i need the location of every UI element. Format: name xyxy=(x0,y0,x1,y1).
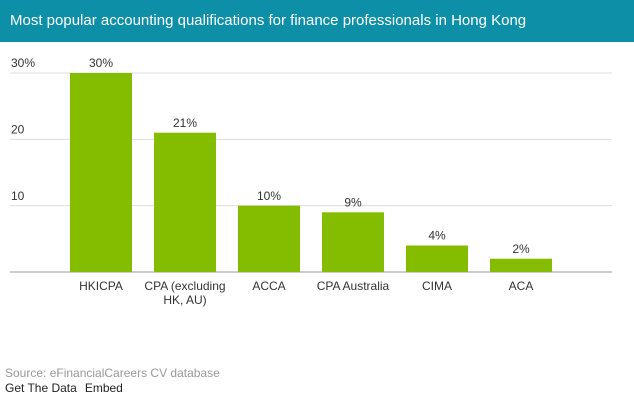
y-tick-label: 30% xyxy=(11,56,35,70)
x-tick-label: CIMA xyxy=(422,279,452,293)
value-label: 10% xyxy=(257,189,281,203)
value-label: 9% xyxy=(344,195,362,209)
x-tick-label: CPA Australia xyxy=(316,279,390,293)
x-tick-label: ACCA xyxy=(252,279,286,293)
footer-links: Get The Data Embed xyxy=(5,381,131,395)
value-label: 4% xyxy=(428,229,446,243)
source-note: Source: eFinancialCareers CV database xyxy=(5,366,220,380)
bar xyxy=(490,258,552,272)
x-tick-label: HKICPA xyxy=(79,279,123,293)
bar xyxy=(406,245,468,272)
bar xyxy=(322,212,384,272)
footer-link[interactable]: Get The Data xyxy=(5,381,77,395)
value-label: 30% xyxy=(89,56,113,70)
y-tick-label: 20 xyxy=(11,123,25,137)
chart: 10 20 30% 30% 21% 10% 9% 4% 2% xyxy=(10,56,612,273)
chart-title: Most popular accounting qualifications f… xyxy=(10,12,527,29)
title-bar: Most popular accounting qualifications f… xyxy=(0,0,634,42)
x-tick-label: CPA (excluding HK, AU) xyxy=(144,279,226,307)
bar xyxy=(70,73,132,272)
x-tick-label: ACA xyxy=(508,279,534,293)
value-label: 21% xyxy=(173,116,197,130)
value-label: 2% xyxy=(512,242,530,256)
footer-link[interactable]: Embed xyxy=(84,381,123,395)
bar xyxy=(154,132,216,272)
bar xyxy=(238,205,300,272)
y-tick-label: 10 xyxy=(11,189,25,203)
